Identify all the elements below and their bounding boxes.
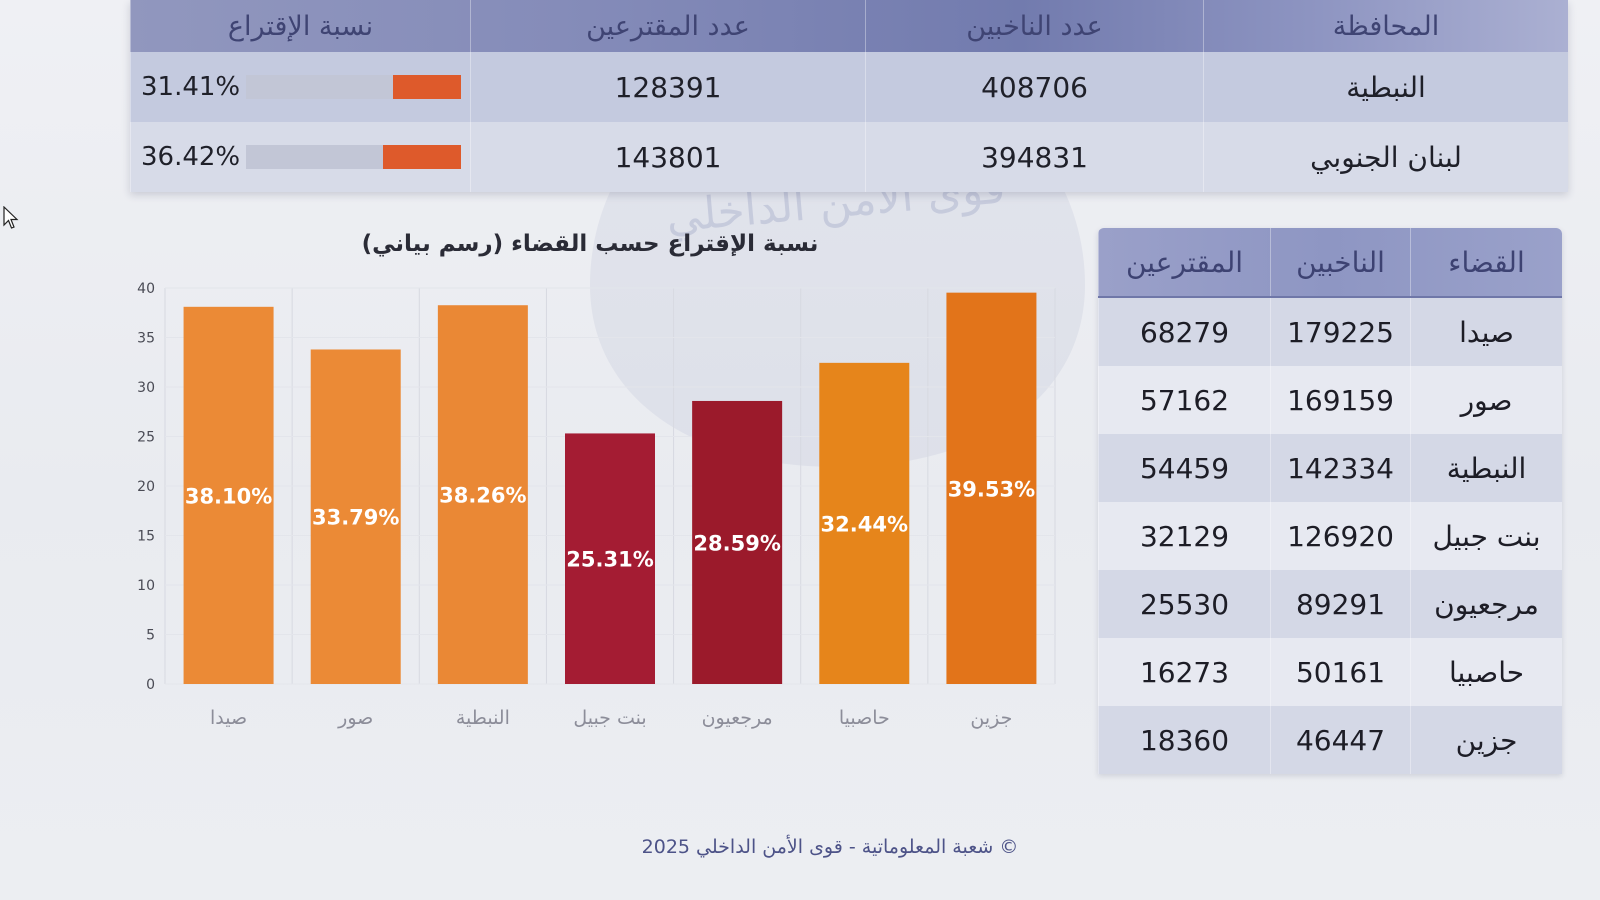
cell-ballots: 128391 bbox=[470, 52, 865, 122]
cell-ballots: 32129 bbox=[1098, 502, 1270, 570]
cell-district: صيدا bbox=[1410, 298, 1562, 366]
cell-voters: 142334 bbox=[1270, 434, 1410, 502]
cell-district: صور bbox=[1410, 366, 1562, 434]
bar-data-label: 38.10% bbox=[185, 484, 272, 508]
cell-voters: 50161 bbox=[1270, 638, 1410, 706]
header-ballots: المقترعين bbox=[1098, 228, 1270, 296]
cell-ballots: 143801 bbox=[470, 122, 865, 192]
cell-voters: 408706 bbox=[865, 52, 1203, 122]
header-turnout: نسبة الإقتراع bbox=[130, 0, 470, 52]
cell-district: جزين bbox=[1410, 706, 1562, 774]
turnout-progress-fill bbox=[393, 75, 461, 99]
cell-turnout: 31.41% bbox=[130, 52, 470, 122]
summary-header-row: المحافظة عدد الناخبين عدد المقترعين نسبة… bbox=[130, 0, 1568, 52]
x-axis-labels: صيدا صور النبطية بنت جبيل مرجعيون حاصبيا جزين bbox=[210, 707, 1012, 729]
district-table: القضاء الناخبين المقترعين صيدا 179225 68… bbox=[1098, 228, 1562, 774]
table-row: بنت جبيل 126920 32129 bbox=[1098, 502, 1562, 570]
cell-voters: 126920 bbox=[1270, 502, 1410, 570]
turnout-progress-bar bbox=[246, 75, 461, 99]
y-tick-label: 5 bbox=[146, 628, 155, 644]
bar-data-label: 33.79% bbox=[312, 506, 399, 530]
cell-governorate: النبطية bbox=[1203, 52, 1568, 122]
table-row: النبطية 142334 54459 bbox=[1098, 434, 1562, 502]
cell-ballots: 16273 bbox=[1098, 638, 1270, 706]
governorate-summary-table: المحافظة عدد الناخبين عدد المقترعين نسبة… bbox=[130, 0, 1568, 192]
y-tick-label: 10 bbox=[137, 578, 155, 594]
cell-district: حاصبيا bbox=[1410, 638, 1562, 706]
table-row: النبطية 408706 128391 31.41% bbox=[130, 52, 1568, 122]
table-row: مرجعيون 89291 25530 bbox=[1098, 570, 1562, 638]
bar-chart-svg: نسبة الإقتراع حسب القضاء (رسم بياني) 0 5 1… bbox=[137, 231, 1056, 729]
chart-bars bbox=[183, 292, 1037, 684]
chart-bar bbox=[819, 362, 910, 684]
x-tick-label: النبطية bbox=[456, 707, 510, 729]
header-voters: عدد الناخبين bbox=[865, 0, 1203, 52]
cell-district: بنت جبيل bbox=[1410, 502, 1562, 570]
turnout-progress-fill bbox=[382, 145, 461, 169]
y-tick-label: 30 bbox=[137, 380, 155, 396]
bar-data-label: 28.59% bbox=[693, 531, 780, 555]
turnout-by-district-chart: نسبة الإقتراع حسب القضاء (رسم بياني) 0 5 1… bbox=[100, 225, 1085, 745]
header-ballots: عدد المقترعين bbox=[470, 0, 865, 52]
x-tick-label: جزين bbox=[970, 707, 1012, 729]
x-tick-label: صيدا bbox=[210, 707, 247, 729]
cell-ballots: 25530 bbox=[1098, 570, 1270, 638]
bar-data-label: 32.44% bbox=[821, 512, 908, 536]
x-tick-label: بنت جبيل bbox=[573, 707, 646, 729]
header-governorate: المحافظة bbox=[1203, 0, 1568, 52]
y-tick-label: 20 bbox=[137, 479, 155, 495]
y-tick-label: 0 bbox=[146, 677, 155, 693]
bar-data-label: 25.31% bbox=[566, 548, 653, 572]
cell-district: النبطية bbox=[1410, 434, 1562, 502]
cell-ballots: 18360 bbox=[1098, 706, 1270, 774]
header-district: القضاء bbox=[1410, 228, 1562, 296]
x-tick-label: حاصبيا bbox=[839, 707, 890, 729]
cell-ballots: 57162 bbox=[1098, 366, 1270, 434]
cell-voters: 46447 bbox=[1270, 706, 1410, 774]
chart-bar bbox=[310, 349, 401, 684]
cell-ballots: 54459 bbox=[1098, 434, 1270, 502]
table-row: جزين 46447 18360 bbox=[1098, 706, 1562, 774]
turnout-percent: 31.41% bbox=[141, 72, 241, 102]
table-row: صور 169159 57162 bbox=[1098, 366, 1562, 434]
bar-data-label: 38.26% bbox=[439, 484, 526, 508]
x-tick-label: مرجعيون bbox=[702, 707, 773, 729]
bar-data-label: 39.53% bbox=[948, 477, 1035, 501]
y-axis-ticks: 0 5 10 15 20 25 30 35 40 bbox=[137, 281, 155, 693]
chart-bar bbox=[565, 433, 655, 684]
chart-bar bbox=[692, 400, 783, 684]
chart-bar bbox=[183, 306, 274, 684]
y-tick-label: 40 bbox=[137, 281, 155, 297]
table-row: حاصبيا 50161 16273 bbox=[1098, 638, 1562, 706]
table-row: صيدا 179225 68279 bbox=[1098, 298, 1562, 366]
cell-ballots: 68279 bbox=[1098, 298, 1270, 366]
cell-voters: 394831 bbox=[865, 122, 1203, 192]
district-header-row: القضاء الناخبين المقترعين bbox=[1098, 228, 1562, 298]
y-tick-label: 35 bbox=[137, 331, 155, 347]
chart-bar bbox=[946, 292, 1037, 684]
cell-voters: 89291 bbox=[1270, 570, 1410, 638]
cell-district: مرجعيون bbox=[1410, 570, 1562, 638]
turnout-percent: 36.42% bbox=[141, 142, 241, 172]
cell-turnout: 36.42% bbox=[130, 122, 470, 192]
cell-voters: 179225 bbox=[1270, 298, 1410, 366]
chart-title: نسبة الإقتراع حسب القضاء (رسم بياني) bbox=[362, 231, 819, 257]
mouse-cursor-icon bbox=[3, 206, 19, 229]
x-tick-label: صور bbox=[337, 707, 373, 729]
header-voters: الناخبين bbox=[1270, 228, 1410, 296]
bar-data-labels: 38.10% 33.79% 38.26% 25.31% 28.59% 32.44% 39.5… bbox=[185, 477, 1035, 571]
copyright-footer: © شعبة المعلوماتية - قوى الأمن الداخلي 2… bbox=[641, 836, 1019, 858]
chart-bar bbox=[437, 305, 528, 684]
cell-governorate: لبنان الجنوبي bbox=[1203, 122, 1568, 192]
table-row: لبنان الجنوبي 394831 143801 36.42% bbox=[130, 122, 1568, 192]
turnout-progress-bar bbox=[246, 145, 461, 169]
cell-voters: 169159 bbox=[1270, 366, 1410, 434]
y-tick-label: 25 bbox=[137, 430, 155, 446]
y-tick-label: 15 bbox=[137, 529, 155, 545]
